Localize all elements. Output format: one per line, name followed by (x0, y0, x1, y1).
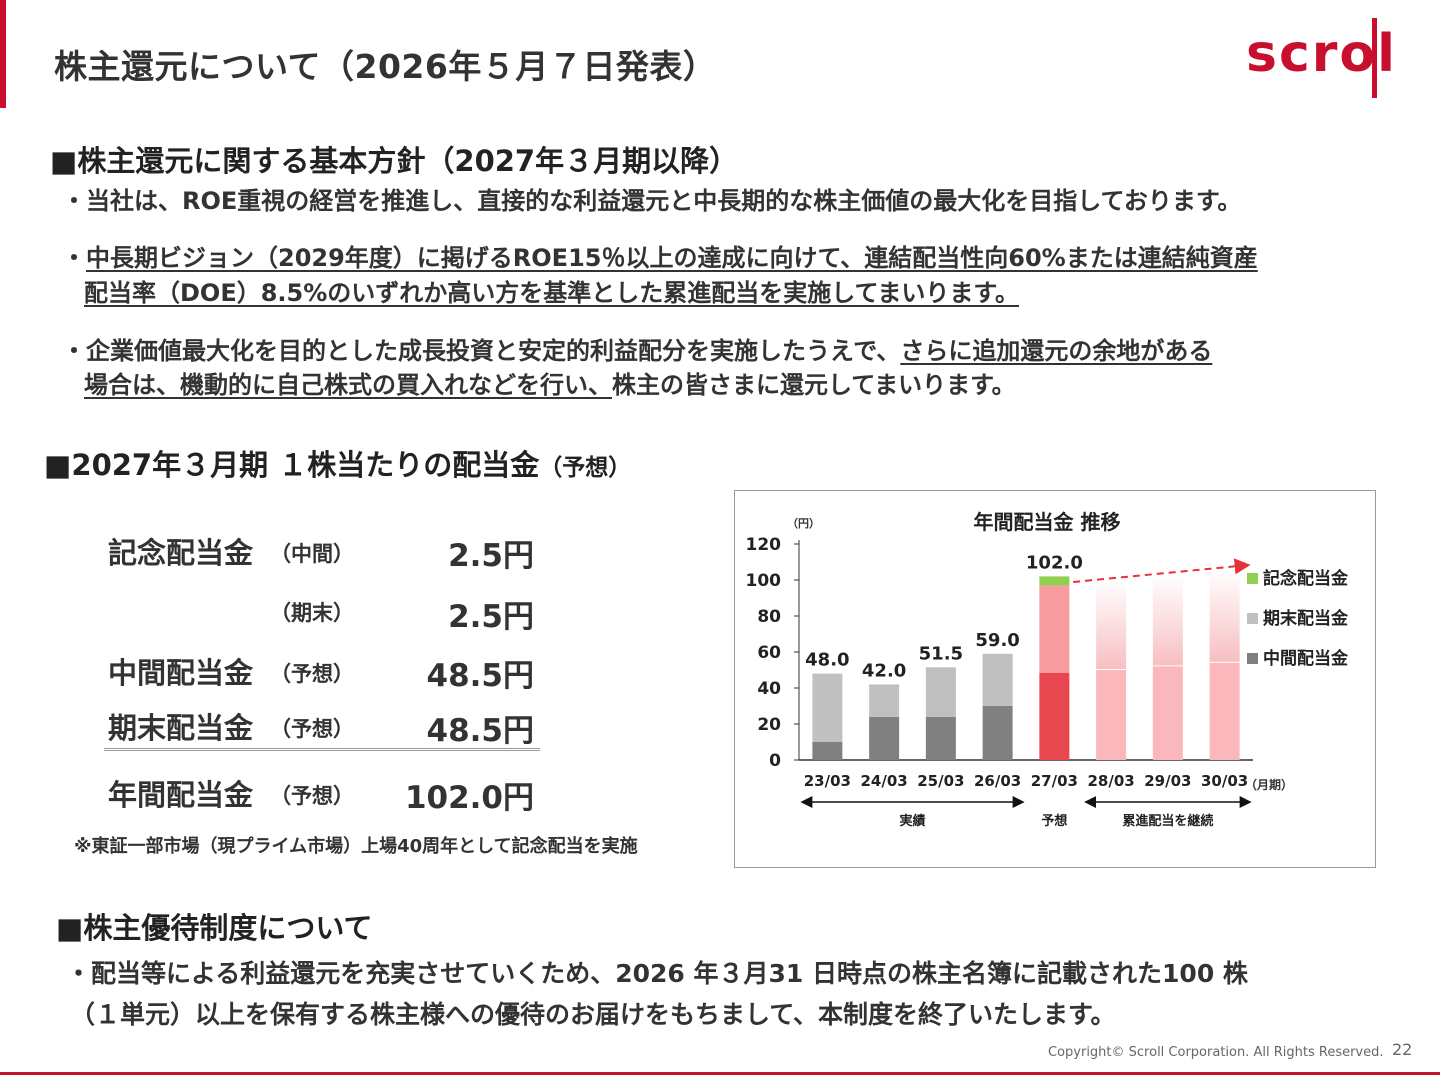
chart-y-unit: （円） (787, 517, 820, 530)
trend-arrow (1073, 558, 1251, 583)
policy-bullet-2-line-2: 配当率（DOE）8.5%のいずれか高い方を基準とした累進配当を実施してまいります… (84, 279, 1019, 307)
policy-bullet-3-plain: 企業価値最大化を目的とした成長投資と安定的利益配分を実施したうえで、 (86, 337, 901, 365)
legend-swatch (1247, 573, 1258, 584)
scroll-logo: scrol (1246, 14, 1416, 104)
bar-total-label: 48.0 (805, 650, 849, 671)
period-label: 実績 (899, 813, 925, 829)
legend-label: 中間配当金 (1263, 648, 1349, 669)
x-tick-label: 29/03 (1144, 772, 1191, 790)
benefit-line-2: （１単元）以上を保有する株主様への優待のお届けをもちまして、本制度を終了いたしま… (70, 1000, 1116, 1029)
bullet-mark: ・ (62, 244, 86, 272)
policy-heading: ■株主還元に関する基本方針（2027年３月期以降） (50, 144, 739, 178)
bar-commemorative (1039, 576, 1070, 586)
policy-bullet-1: ・当社は、ROE重視の経営を推進し、直接的な利益還元と中長期的な株主価値の最大化… (62, 187, 1242, 215)
commemorative-interim-value: 2.5円 (448, 538, 534, 574)
commemorative-note: ※東証一部市場（現プライム市場）上場40周年として記念配当を実施 (74, 836, 638, 857)
commemorative-interim-sub: （中間） (270, 542, 354, 566)
table-divider (104, 748, 540, 751)
page-number: 22 (1392, 1040, 1413, 1059)
benefit-line-1: ・配当等による利益還元を充実させていくため、2026 年３月31 日時点の株主名… (66, 959, 1248, 988)
chart-periods: 実績 予想 累進配当を継続 (800, 796, 1252, 829)
bar-total-label: 102.0 (1026, 552, 1083, 573)
y-tick-label: 40 (757, 679, 781, 699)
page-title: 株主還元について（2026年５月７日発表） (54, 47, 717, 86)
annual-dividend-value: 102.0円 (404, 780, 534, 816)
x-tick-label: 23/03 (804, 772, 851, 790)
chart-title: 年間配当金 推移 (974, 510, 1121, 534)
dividend-chart: 年間配当金 推移 （円） （月期） 0 20 40 60 80 100 120 48.0 23/… (734, 490, 1376, 868)
chart-x-unit: （月期） (1245, 777, 1293, 792)
legend-swatch (1247, 613, 1258, 624)
dividend-heading-main: ■2027年３月期 １株当たりの配当金 (44, 448, 540, 482)
y-tick-label: 60 (757, 643, 781, 663)
commemorative-yearend-value: 2.5円 (448, 599, 534, 635)
yearend-dividend-sub: （予想） (270, 717, 354, 741)
x-tick-label: 24/03 (861, 772, 908, 790)
bar-yearend (982, 653, 1013, 706)
ghost-bar-upper (1096, 580, 1127, 669)
bullet-mark: ・ (62, 337, 86, 365)
commemorative-dividend-label: 記念配当金 (108, 536, 254, 570)
dividend-chart-svg: 年間配当金 推移 （円） （月期） 0 20 40 60 80 100 120 48.0 23/… (746, 510, 1349, 829)
x-tick-label: 25/03 (917, 772, 964, 790)
ghost-bar-lower (1209, 662, 1240, 760)
policy-bullet-3: ・企業価値最大化を目的とした成長投資と安定的利益配分を実施したうえで、さらに追加… (62, 334, 1212, 368)
interim-dividend-sub: （予想） (270, 662, 354, 686)
ghost-bar-lower (1096, 670, 1127, 760)
legend-swatch (1247, 653, 1258, 664)
x-tick-label: 27/03 (1031, 772, 1078, 790)
logo-bar (1372, 18, 1377, 98)
policy-bullet-3-plain-2: 株主の皆さまに還元してまいります。 (612, 371, 1016, 399)
y-tick-label: 100 (746, 571, 782, 591)
x-tick-label: 30/03 (1201, 772, 1248, 790)
yearend-dividend-label: 期末配当金 (108, 711, 254, 745)
footer-line (0, 1072, 1440, 1075)
bar-interim (982, 706, 1013, 760)
bar-interim (925, 716, 956, 760)
interim-dividend-label: 中間配当金 (108, 656, 254, 690)
bar-yearend (869, 684, 900, 717)
logo-text: scrol (1246, 24, 1397, 84)
policy-bullet-3-underlined-2: 場合は、機動的に自己株式の買入れなどを行い、 (84, 371, 612, 399)
y-tick-label: 80 (757, 607, 781, 627)
dividend-heading-suffix: （予想） (539, 455, 632, 481)
x-tick-label: 26/03 (974, 772, 1021, 790)
period-label: 予想 (1041, 813, 1067, 829)
annual-dividend-label: 年間配当金 (108, 778, 254, 812)
policy-bullet-3-cont: 場合は、機動的に自己株式の買入れなどを行い、株主の皆さまに還元してまいります。 (84, 368, 1016, 402)
benefit-heading: ■株主優待制度について (56, 911, 373, 945)
chart-plot-area: 0 20 40 60 80 100 120 48.0 23/03 42.0 24/03 51.5 25/… (746, 535, 1253, 790)
policy-bullet-3-underlined: さらに追加還元の余地がある (900, 337, 1213, 365)
bar-total-label: 42.0 (862, 660, 906, 681)
bar-interim (1039, 672, 1070, 760)
bar-yearend (812, 673, 843, 742)
legend-label: 記念配当金 (1263, 568, 1349, 589)
period-label: 累進配当を継続 (1122, 813, 1213, 829)
legend-label: 期末配当金 (1263, 608, 1349, 629)
yearend-dividend-value: 48.5円 (426, 713, 535, 749)
annual-dividend-sub: （予想） (270, 784, 354, 808)
dividend-heading: ■2027年３月期 １株当たりの配当金（予想） (44, 442, 631, 484)
bar-interim (869, 716, 900, 760)
copyright: Copyright© Scroll Corporation. All Right… (1048, 1045, 1384, 1060)
bar-total-label: 51.5 (919, 643, 963, 664)
x-tick-label: 28/03 (1088, 772, 1135, 790)
ghost-bar-upper (1152, 574, 1183, 666)
policy-bullet-2: ・中長期ビジョン（2029年度）に掲げるROE15％以上の達成に向けて、連結配当… (62, 241, 1258, 275)
bar-interim (812, 742, 843, 760)
bar-yearend (1039, 585, 1070, 673)
accent-bar (0, 0, 6, 108)
y-tick-label: 120 (746, 535, 782, 555)
policy-bullet-2-cont: 配当率（DOE）8.5%のいずれか高い方を基準とした累進配当を実施してまいります… (84, 276, 1019, 310)
y-tick-label: 20 (757, 715, 781, 735)
ghost-bar-lower (1152, 666, 1183, 760)
ghost-bar-upper (1209, 569, 1240, 662)
policy-bullet-2-line-1: 中長期ビジョン（2029年度）に掲げるROE15％以上の達成に向けて、連結配当性… (86, 244, 1258, 272)
y-tick-label: 0 (769, 751, 781, 771)
bar-yearend (925, 667, 956, 717)
commemorative-yearend-sub: （期末） (270, 601, 354, 625)
bar-total-label: 59.0 (975, 630, 1019, 651)
interim-dividend-value: 48.5円 (426, 658, 535, 694)
